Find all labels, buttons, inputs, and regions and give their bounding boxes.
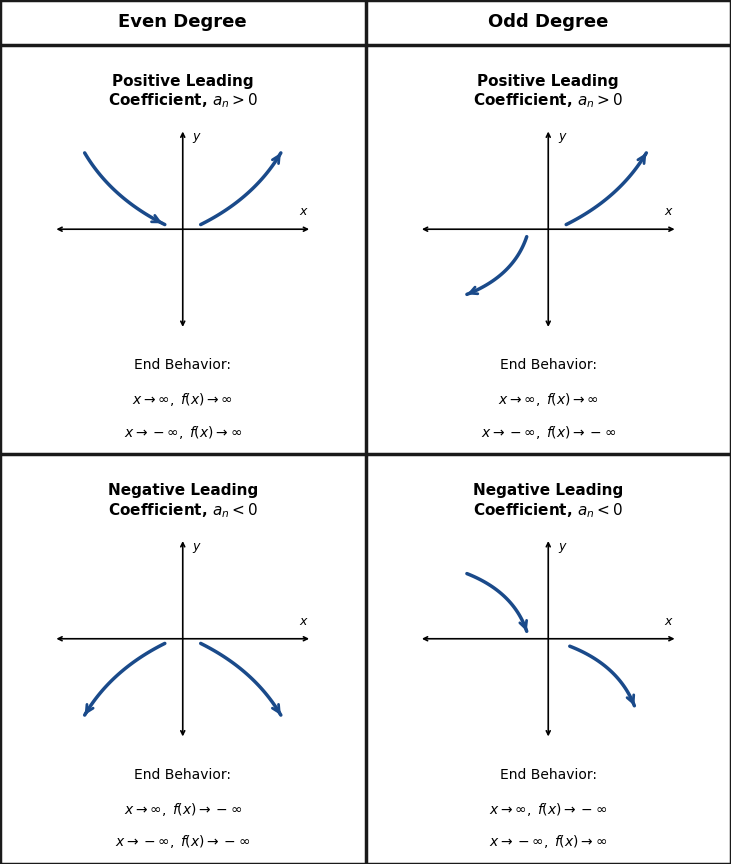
Text: $x \rightarrow \infty,\; f(x) \rightarrow -\infty$: $x \rightarrow \infty,\; f(x) \rightarro… (489, 801, 607, 817)
Text: End Behavior:: End Behavior: (500, 768, 596, 782)
Text: $x \rightarrow -\infty,\; f(x) \rightarrow -\infty$: $x \rightarrow -\infty,\; f(x) \rightarr… (115, 833, 250, 850)
Text: Positive Leading
Coefficient, $a_n > 0$: Positive Leading Coefficient, $a_n > 0$ (473, 73, 624, 110)
Text: Positive Leading
Coefficient, $a_n > 0$: Positive Leading Coefficient, $a_n > 0$ (107, 73, 258, 110)
Text: $y$: $y$ (192, 131, 202, 145)
Text: $x \rightarrow \infty,\; f(x) \rightarrow \infty$: $x \rightarrow \infty,\; f(x) \rightarro… (132, 391, 233, 408)
Text: $y$: $y$ (558, 541, 568, 555)
Text: Negative Leading
Coefficient, $a_n < 0$: Negative Leading Coefficient, $a_n < 0$ (473, 483, 624, 519)
Text: $x \rightarrow -\infty,\; f(x) \rightarrow \infty$: $x \rightarrow -\infty,\; f(x) \rightarr… (124, 423, 242, 441)
Text: End Behavior:: End Behavior: (135, 359, 231, 372)
Text: Odd Degree: Odd Degree (488, 14, 608, 31)
Text: $x$: $x$ (298, 205, 308, 218)
Text: End Behavior:: End Behavior: (135, 768, 231, 782)
Text: $y$: $y$ (192, 541, 202, 555)
Text: $x \rightarrow \infty,\; f(x) \rightarrow \infty$: $x \rightarrow \infty,\; f(x) \rightarro… (498, 391, 599, 408)
Text: $x \rightarrow -\infty,\; f(x) \rightarrow \infty$: $x \rightarrow -\infty,\; f(x) \rightarr… (489, 833, 607, 850)
Text: $x \rightarrow -\infty,\; f(x) \rightarrow -\infty$: $x \rightarrow -\infty,\; f(x) \rightarr… (481, 423, 616, 441)
Text: Even Degree: Even Degree (118, 14, 247, 31)
Text: End Behavior:: End Behavior: (500, 359, 596, 372)
Text: $x$: $x$ (664, 614, 674, 627)
Text: $x$: $x$ (664, 205, 674, 218)
Text: $x \rightarrow \infty,\; f(x) \rightarrow -\infty$: $x \rightarrow \infty,\; f(x) \rightarro… (124, 801, 242, 817)
Text: $y$: $y$ (558, 131, 568, 145)
Text: Negative Leading
Coefficient, $a_n < 0$: Negative Leading Coefficient, $a_n < 0$ (107, 483, 258, 519)
Text: $x$: $x$ (298, 614, 308, 627)
